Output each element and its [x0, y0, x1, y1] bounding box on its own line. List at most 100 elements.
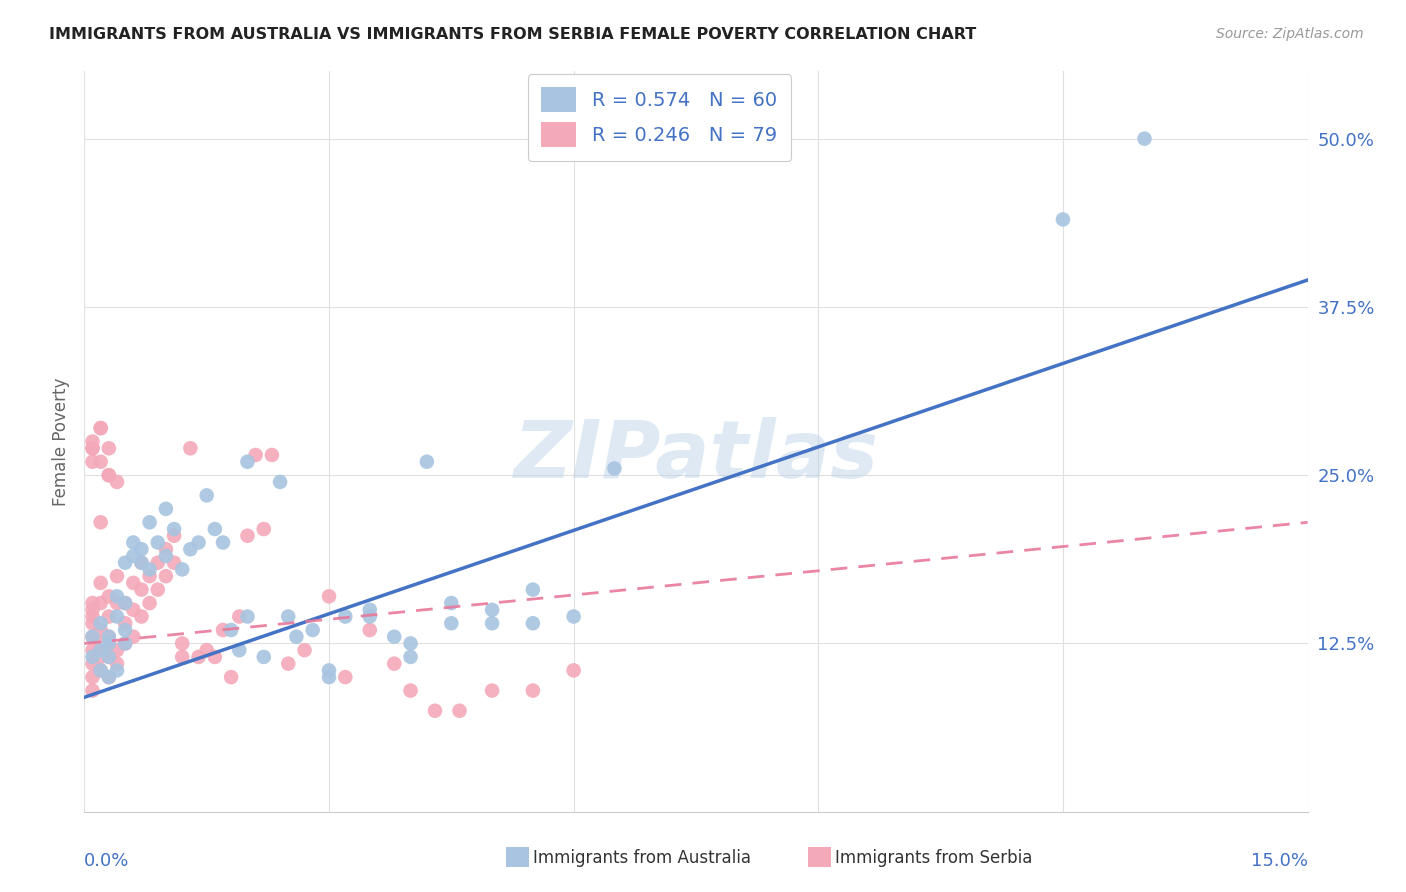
Text: 15.0%: 15.0% — [1250, 853, 1308, 871]
Point — [399, 683, 422, 698]
Point — [114, 596, 136, 610]
Point — [236, 609, 259, 624]
Point — [90, 421, 112, 435]
Point — [90, 664, 112, 678]
Point — [219, 670, 242, 684]
Point — [440, 616, 463, 631]
Point — [277, 609, 299, 624]
Point — [122, 549, 145, 563]
Point — [97, 468, 120, 483]
Point — [399, 649, 422, 664]
Point — [90, 643, 112, 657]
Point — [105, 657, 128, 671]
Point — [1133, 131, 1156, 145]
Point — [155, 542, 177, 557]
Point — [90, 516, 112, 530]
Point — [382, 657, 405, 671]
Point — [105, 643, 128, 657]
Point — [187, 535, 209, 549]
Point — [155, 549, 177, 563]
Point — [146, 556, 169, 570]
Point — [382, 630, 405, 644]
Point — [82, 670, 104, 684]
Point — [122, 603, 145, 617]
Point — [131, 609, 153, 624]
Text: Source: ZipAtlas.com: Source: ZipAtlas.com — [1216, 27, 1364, 41]
Point — [236, 455, 259, 469]
Point — [335, 670, 357, 684]
Point — [219, 623, 242, 637]
Point — [269, 475, 291, 489]
Point — [97, 468, 120, 483]
Point — [399, 636, 422, 650]
Point — [562, 609, 585, 624]
Point — [97, 670, 120, 684]
Point — [294, 643, 316, 657]
Point — [97, 636, 120, 650]
Point — [172, 649, 194, 664]
Point — [163, 556, 186, 570]
Point — [172, 562, 194, 576]
Point — [90, 421, 112, 435]
Point — [122, 535, 145, 549]
Point — [97, 630, 120, 644]
Point — [82, 643, 104, 657]
Point — [187, 649, 209, 664]
Point — [204, 649, 226, 664]
Point — [449, 704, 471, 718]
Point — [212, 623, 235, 637]
Point — [82, 616, 104, 631]
Point — [90, 623, 112, 637]
Point — [114, 616, 136, 631]
Point — [105, 475, 128, 489]
Point — [82, 442, 104, 456]
Point — [97, 442, 120, 456]
Point — [318, 664, 340, 678]
Point — [204, 522, 226, 536]
Point — [277, 657, 299, 671]
Point — [90, 575, 112, 590]
Y-axis label: Female Poverty: Female Poverty — [52, 377, 70, 506]
Point — [253, 522, 276, 536]
Point — [138, 516, 160, 530]
Point — [122, 575, 145, 590]
Point — [195, 488, 218, 502]
Point — [146, 582, 169, 597]
Point — [131, 556, 153, 570]
Point — [1052, 212, 1074, 227]
Point — [481, 603, 503, 617]
Point — [253, 649, 276, 664]
Point — [82, 630, 104, 644]
Point — [97, 636, 120, 650]
Point — [82, 596, 104, 610]
Point — [97, 649, 120, 664]
Point — [138, 596, 160, 610]
Point — [105, 590, 128, 604]
Point — [318, 670, 340, 684]
Point — [131, 542, 153, 557]
Point — [114, 596, 136, 610]
Point — [105, 569, 128, 583]
Point — [359, 623, 381, 637]
Point — [90, 636, 112, 650]
Point — [131, 556, 153, 570]
Point — [82, 603, 104, 617]
Point — [228, 643, 250, 657]
Point — [82, 455, 104, 469]
Point — [105, 596, 128, 610]
Point — [114, 623, 136, 637]
Point — [90, 616, 112, 631]
Point — [105, 664, 128, 678]
Point — [522, 582, 544, 597]
Point — [105, 609, 128, 624]
Point — [228, 609, 250, 624]
Text: Immigrants from Australia: Immigrants from Australia — [533, 849, 751, 867]
Point — [562, 664, 585, 678]
Point — [285, 630, 308, 644]
Legend: R = 0.574   N = 60, R = 0.246   N = 79: R = 0.574 N = 60, R = 0.246 N = 79 — [527, 74, 790, 161]
Point — [245, 448, 267, 462]
Point — [82, 683, 104, 698]
Point — [301, 623, 323, 637]
Point — [481, 616, 503, 631]
Point — [155, 569, 177, 583]
